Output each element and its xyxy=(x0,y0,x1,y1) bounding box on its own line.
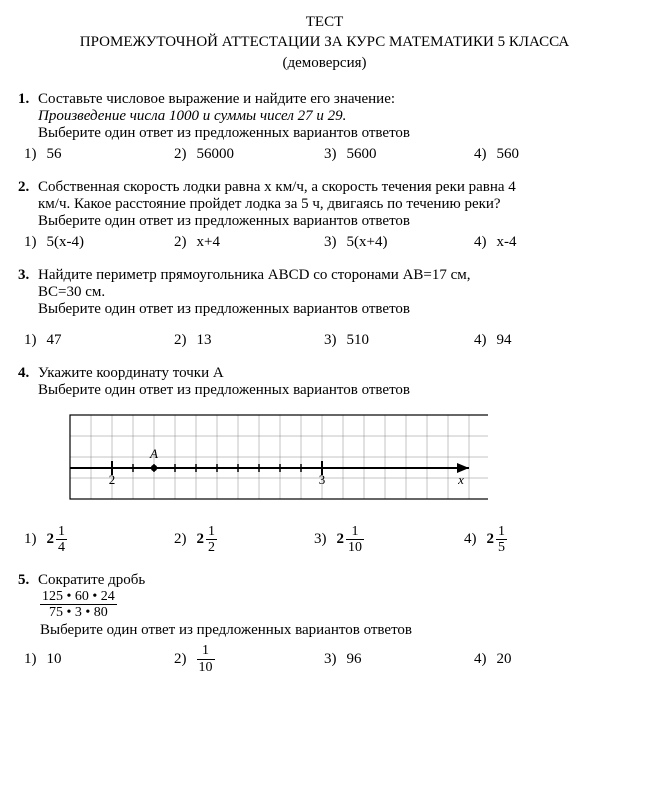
title-line-1: ТЕСТ xyxy=(18,12,631,32)
q4-opt1-num: 1) xyxy=(24,531,37,548)
question-1: 1. Составьте числовое выражение и найдит… xyxy=(18,91,631,163)
q3-text1: Найдите периметр прямоугольника ABCD со … xyxy=(38,267,471,284)
q1-options: 1) 56 2) 56000 3) 5600 4) 560 xyxy=(24,146,631,163)
q3-opt4-val: 94 xyxy=(497,332,512,349)
title-line-2: ПРОМЕЖУТОЧНОЙ АТТЕСТАЦИИ ЗА КУРС МАТЕМАТ… xyxy=(18,32,631,52)
title-block: ТЕСТ ПРОМЕЖУТОЧНОЙ АТТЕСТАЦИИ ЗА КУРС МА… xyxy=(18,12,631,73)
q5-opt2-num: 2) xyxy=(174,651,187,668)
q5-text2: Выберите один ответ из предложенных вари… xyxy=(40,622,631,639)
q5-options: 1) 10 2) 110 3) 96 4) 20 xyxy=(24,643,631,675)
q3-opt4-num: 4) xyxy=(474,332,487,349)
q4-text2: Выберите один ответ из предложенных вари… xyxy=(38,382,410,399)
q1-text3: Выберите один ответ из предложенных вари… xyxy=(38,125,410,142)
q3-text2: BC=30 см. xyxy=(38,284,471,301)
q4-opt2-num: 2) xyxy=(174,531,187,548)
q5-opt1-num: 1) xyxy=(24,651,37,668)
q2-text2: км/ч. Какое расстояние пройдет лодка за … xyxy=(38,196,516,213)
q2-opt3-num: 3) xyxy=(324,234,337,251)
q2-opt1-num: 1) xyxy=(24,234,37,251)
q3-opt2-num: 2) xyxy=(174,332,187,349)
q3-opt1-val: 47 xyxy=(47,332,62,349)
q3-opt3-val: 510 xyxy=(347,332,370,349)
question-5: 5. Сократите дробь 125 • 60 • 24 75 • 3 … xyxy=(18,572,631,676)
svg-text:3: 3 xyxy=(319,472,326,487)
svg-text:2: 2 xyxy=(109,472,116,487)
q1-opt4-num: 4) xyxy=(474,146,487,163)
q2-text3: Выберите один ответ из предложенных вари… xyxy=(38,213,516,230)
q5-opt2-val: 110 xyxy=(197,643,215,675)
question-4: 4. Укажите координату точки A Выберите о… xyxy=(18,365,631,556)
q1-opt3-val: 5600 xyxy=(347,146,377,163)
q2-num: 2. xyxy=(18,179,38,230)
q5-fraction: 125 • 60 • 24 75 • 3 • 80 xyxy=(40,589,631,621)
q1-opt3-num: 3) xyxy=(324,146,337,163)
question-3: 3. Найдите периметр прямоугольника ABCD … xyxy=(18,267,631,349)
q3-text3: Выберите один ответ из предложенных вари… xyxy=(38,301,471,318)
q2-opt1-val: 5(x-4) xyxy=(47,234,85,251)
q1-text1: Составьте числовое выражение и найдите е… xyxy=(38,91,410,108)
q2-text1: Собственная скорость лодки равна x км/ч,… xyxy=(38,179,516,196)
q3-opt2-val: 13 xyxy=(197,332,212,349)
q1-opt1-val: 56 xyxy=(47,146,62,163)
q1-opt2-val: 56000 xyxy=(197,146,235,163)
q5-opt4-val: 20 xyxy=(497,651,512,668)
title-line-3: (демоверсия) xyxy=(18,53,631,73)
q2-opt4-val: x-4 xyxy=(497,234,517,251)
q1-text2: Произведение числа 1000 и суммы чисел 27… xyxy=(38,108,410,125)
q5-opt4-num: 4) xyxy=(474,651,487,668)
q3-opt1-num: 1) xyxy=(24,332,37,349)
q5-opt1-val: 10 xyxy=(47,651,62,668)
q2-options: 1) 5(x-4) 2) x+4 3) 5(x+4) 4) x-4 xyxy=(24,234,631,251)
q4-num: 4. xyxy=(18,365,38,399)
q2-opt2-val: x+4 xyxy=(197,234,220,251)
q2-opt2-num: 2) xyxy=(174,234,187,251)
svg-text:A: A xyxy=(149,446,158,461)
question-2: 2. Собственная скорость лодки равна x км… xyxy=(18,179,631,251)
q5-opt3-num: 3) xyxy=(324,651,337,668)
q3-opt3-num: 3) xyxy=(324,332,337,349)
q4-options: 1) 2 14 2) 2 12 3) 2 110 4) 2 15 xyxy=(24,524,631,556)
q5-num: 5. xyxy=(18,572,38,589)
q4-opt3-num: 3) xyxy=(314,531,327,548)
q5-text1: Сократите дробь xyxy=(38,572,145,589)
svg-text:x: x xyxy=(457,472,464,487)
q4-opt4-num: 4) xyxy=(464,531,477,548)
q2-opt3-val: 5(x+4) xyxy=(347,234,388,251)
q4-text1: Укажите координату точки A xyxy=(38,365,410,382)
q1-num: 1. xyxy=(18,91,38,142)
q2-opt4-num: 4) xyxy=(474,234,487,251)
q1-opt2-num: 2) xyxy=(174,146,187,163)
q1-opt1-num: 1) xyxy=(24,146,37,163)
q4-opt1-val: 2 14 xyxy=(47,524,68,556)
q1-opt4-val: 560 xyxy=(497,146,520,163)
q3-options: 1) 47 2) 13 3) 510 4) 94 xyxy=(24,332,631,349)
q4-opt3-val: 2 110 xyxy=(337,524,365,556)
q3-num: 3. xyxy=(18,267,38,318)
q4-opt4-val: 2 15 xyxy=(487,524,508,556)
number-line-chart: 2 3 x A xyxy=(68,413,631,510)
q5-opt3-val: 96 xyxy=(347,651,362,668)
q4-opt2-val: 2 12 xyxy=(197,524,218,556)
